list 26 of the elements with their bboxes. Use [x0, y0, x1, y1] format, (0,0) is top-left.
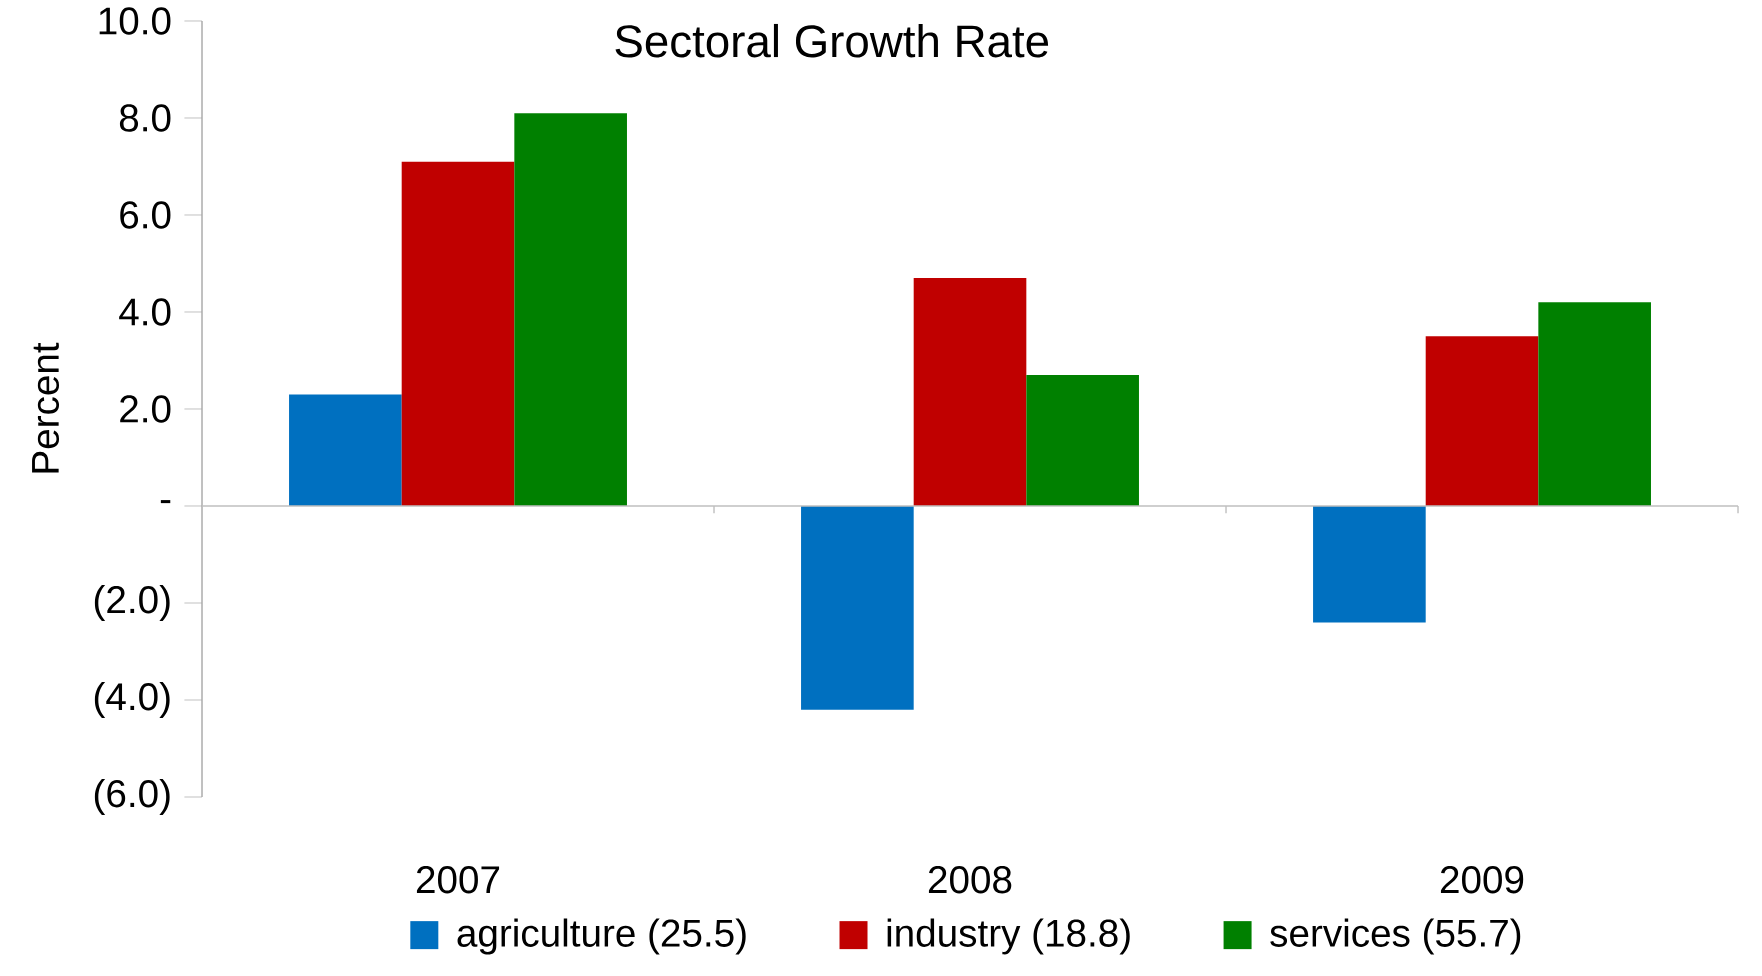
y-tick-label: (4.0)	[94, 682, 170, 718]
bar	[401, 161, 515, 506]
y-tick-label: 4.0	[119, 298, 171, 326]
bar	[801, 505, 914, 710]
y-tick-label: (6.0)	[94, 779, 170, 815]
y-axis-title: Percent	[32, 342, 60, 473]
legend-label: industry (18.8)	[887, 918, 1130, 955]
y-tick-label: 6.0	[120, 201, 171, 229]
legend-label: services (55.7)	[1270, 918, 1521, 955]
bar	[1425, 336, 1539, 506]
bar	[1313, 505, 1426, 623]
x-tick-label: 2008	[928, 866, 1012, 894]
y-tick-label: (2.0)	[94, 585, 170, 621]
bar	[913, 278, 1027, 506]
bar	[514, 113, 627, 506]
bar	[1538, 302, 1651, 506]
legend-label: agriculture (25.5)	[457, 918, 746, 955]
y-tick-label: 8.0	[119, 104, 171, 132]
y-tick-label: 2.0	[120, 395, 171, 423]
y-tick-label: 10.0	[99, 7, 171, 35]
x-tick-label: 2009	[1440, 866, 1524, 894]
chart-title: Sectoral Growth Rate	[615, 23, 1049, 58]
bar	[289, 394, 402, 506]
y-tick-label: -	[160, 500, 171, 504]
x-tick-label: 2007	[416, 866, 500, 894]
bar	[1026, 375, 1139, 506]
